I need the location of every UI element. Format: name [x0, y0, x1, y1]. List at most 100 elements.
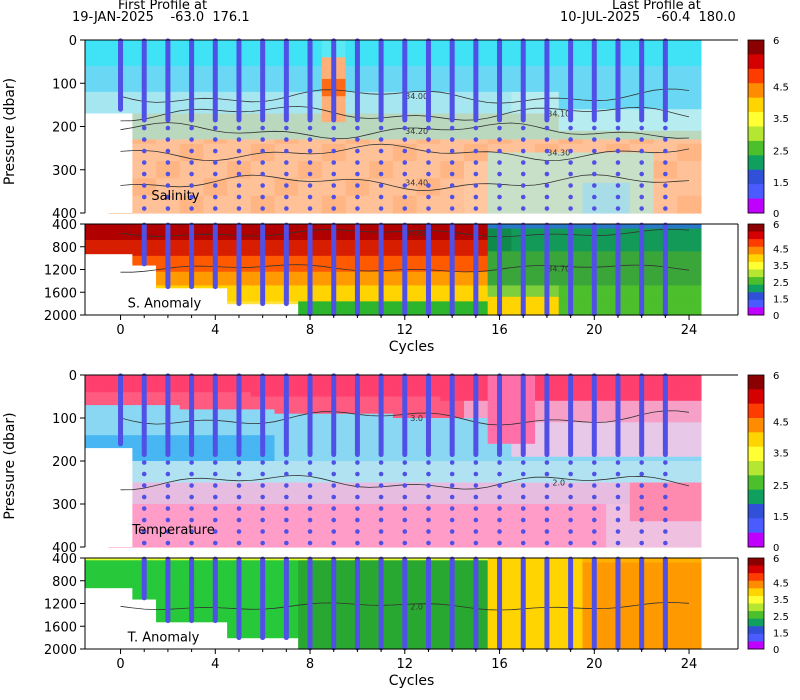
profile-dot: [189, 506, 194, 511]
profile-dot: [189, 540, 194, 546]
colorbar-label: 4.5: [773, 83, 789, 94]
profile-dot: [639, 517, 644, 523]
panel-label: Temperature: [131, 523, 214, 538]
profile-dot: [260, 125, 265, 131]
x-axis-label: Cycles: [389, 673, 435, 689]
profile-dot: [473, 160, 479, 165]
profile-dot: [402, 540, 408, 546]
profile-dot: [663, 471, 668, 477]
x-tick-label: 4: [211, 657, 219, 672]
profile-dot: [568, 160, 573, 165]
profile-dot: [236, 540, 242, 546]
empty-region: [85, 448, 133, 547]
colorbar-swatch: [748, 641, 764, 650]
profile-dot: [378, 483, 384, 488]
colorbar-swatch: [748, 565, 764, 574]
profile-dot: [639, 125, 644, 131]
profile-dot: [591, 160, 597, 165]
x-tick-label: 20: [586, 323, 603, 338]
colorbar-swatch: [748, 269, 764, 278]
profile-dot: [615, 194, 621, 200]
profile-dot: [260, 460, 265, 465]
colorbar-frame: [747, 374, 765, 548]
colorbar-swatch: [748, 588, 764, 597]
profile-dot: [568, 460, 573, 465]
colorbar-swatch: [748, 558, 764, 567]
profile-dot: [473, 194, 479, 200]
profile-dot: [378, 460, 384, 465]
colorbar-swatch: [748, 184, 764, 200]
colorbar-frame: [747, 223, 765, 316]
contour-label: 3.0: [410, 414, 423, 423]
y-tick-label: 200: [52, 121, 77, 136]
profile-dot: [473, 483, 479, 488]
profile-dot: [615, 125, 621, 131]
profile-dot: [284, 183, 289, 188]
contour-label: 34.70: [547, 264, 570, 273]
profile-dot: [284, 529, 289, 534]
x-tick-label: 12: [397, 323, 414, 338]
profile-dot: [236, 183, 242, 188]
profile-dot: [141, 471, 147, 477]
profile-dot: [212, 483, 218, 488]
profile-dot: [402, 529, 408, 534]
profile-dot: [355, 506, 360, 511]
profile-dot: [591, 125, 597, 131]
colorbar-swatch: [748, 389, 764, 405]
profile-dot: [639, 160, 644, 165]
colorbar-swatch: [748, 603, 764, 612]
first-profile-info: 19-JAN-2025 -63.0 176.1: [72, 10, 250, 25]
profile-dot: [284, 460, 289, 465]
colorbar-frame: [747, 39, 765, 214]
profile-dot: [236, 125, 242, 131]
colorbar-label: 6: [773, 220, 779, 231]
profile-dot: [378, 137, 384, 142]
profile-dot: [378, 540, 384, 546]
profile-dot: [615, 483, 621, 488]
y-tick-label: 0: [69, 34, 77, 49]
profile-dot: [212, 460, 218, 465]
profile-dot: [378, 160, 384, 165]
profile-dot: [236, 529, 242, 534]
profile-dot: [141, 125, 147, 131]
profile-dot: [663, 194, 668, 200]
profile-dot: [544, 540, 550, 546]
colorbar-label: 2.5: [773, 612, 789, 623]
profile-dot: [544, 460, 550, 465]
profile-dot: [426, 148, 431, 154]
colorbar-label: 1.5: [773, 629, 789, 640]
profile-dot: [355, 540, 360, 546]
profile-dot: [663, 494, 668, 500]
profile-dot: [544, 125, 550, 131]
profile-dot: [355, 494, 360, 500]
profile-dot: [189, 137, 194, 142]
panel-label: T. Anomaly: [127, 631, 200, 646]
colorbar-swatch: [748, 254, 764, 263]
profile-dot: [615, 517, 621, 523]
colorbar-swatch: [748, 403, 764, 419]
profile-dot: [520, 137, 526, 142]
profile-dot: [355, 517, 360, 523]
profile-dot: [260, 506, 265, 511]
profile-dot: [449, 460, 455, 465]
x-tick-label: 0: [116, 657, 124, 672]
profile-dot: [663, 137, 668, 142]
colorbar-swatch: [748, 626, 764, 635]
profile-dot: [449, 160, 455, 165]
profile-dot: [426, 540, 431, 546]
profile-dot: [615, 160, 621, 165]
y-tick-label: 2000: [44, 309, 77, 324]
x-tick-label: 12: [397, 657, 414, 672]
profile-dot: [141, 137, 147, 142]
colorbar-swatch: [748, 126, 764, 142]
profile-dot: [260, 194, 265, 200]
colorbar-label: 0: [773, 209, 779, 220]
colorbar-swatch: [748, 68, 764, 84]
profile-dot: [236, 494, 242, 500]
contour-label: 34.10: [547, 110, 570, 119]
profile-dot: [497, 494, 502, 500]
profile-dot: [402, 183, 408, 188]
profile-dot: [260, 206, 265, 211]
profile-dot: [497, 517, 502, 523]
profile-dot: [355, 160, 360, 165]
